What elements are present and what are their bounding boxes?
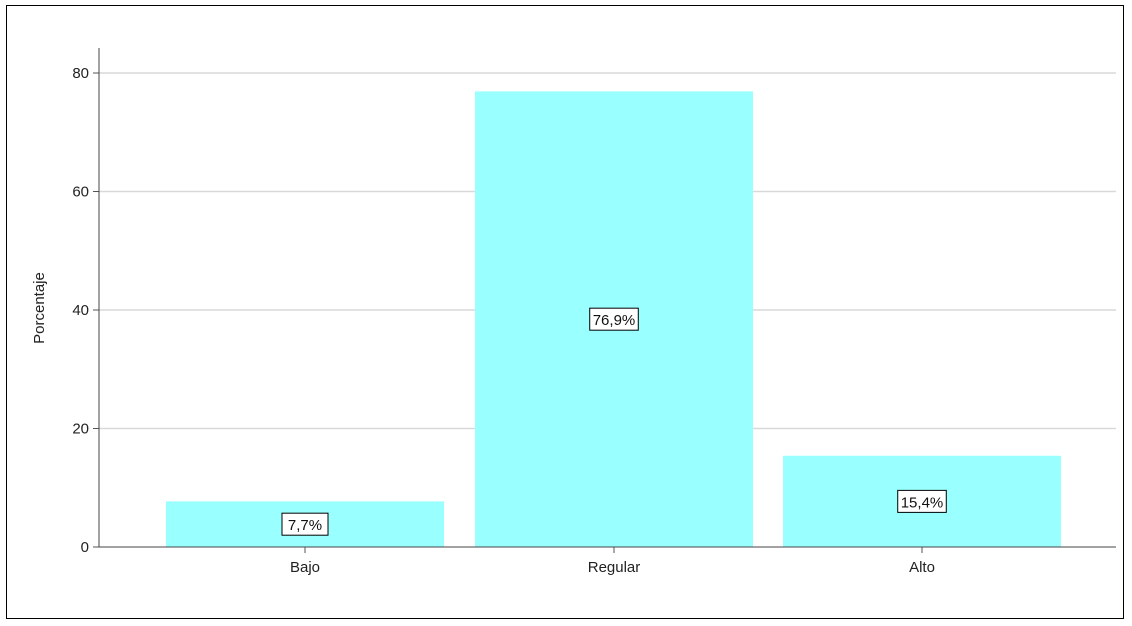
data-label-text: 7,7% [288, 517, 322, 534]
data-label-alto: 15,4% [897, 489, 947, 513]
y-tick-label: 60 [72, 184, 89, 201]
y-tick-label: 0 [81, 539, 89, 556]
data-label-box [897, 489, 947, 513]
data-label-regular: 76,9% [589, 307, 639, 331]
x-tick-label-regular: Regular [588, 559, 641, 576]
y-tick-label: 20 [72, 421, 89, 438]
data-label-text: 76,9% [593, 312, 636, 329]
data-label-bajo: 7,7% [281, 512, 329, 536]
y-axis-title: Porcentaje [31, 272, 48, 344]
y-tick-label: 80 [72, 65, 89, 82]
x-tick-label-bajo: Bajo [290, 559, 320, 576]
axis-layer: 0 20 40 60 80 Bajo Regular Alto [72, 48, 1116, 576]
data-label-box [281, 512, 329, 536]
data-label-box [589, 307, 639, 331]
label-layer: 7,7% 76,9% 15,4% [281, 307, 947, 536]
y-tick-label: 40 [72, 302, 89, 319]
data-label-text: 15,4% [901, 494, 944, 511]
x-tick-label-alto: Alto [909, 559, 935, 576]
